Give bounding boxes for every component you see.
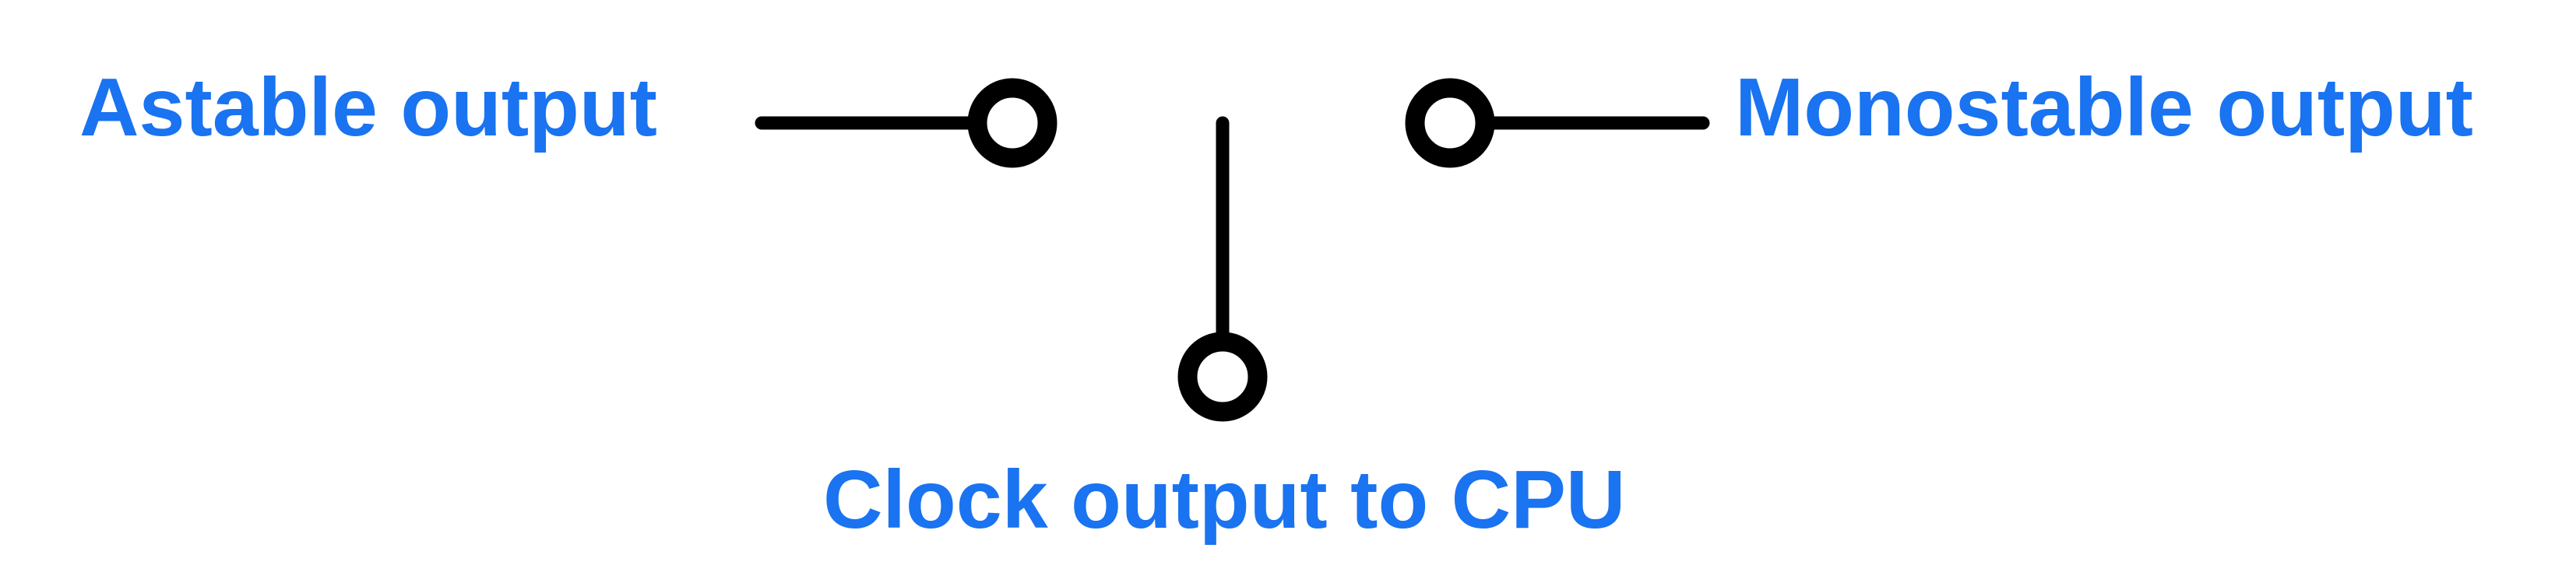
clock-output-label: Clock output to CPU [823,454,1625,546]
clock-terminal-group: Clock output to CPU [823,116,1625,546]
monostable-output-label: Monostable output [1735,61,2473,153]
monostable-terminal [1405,78,1495,168]
astable-terminal-group: Astable output [79,61,1057,168]
monostable-terminal-group: Monostable output [1405,61,2473,168]
astable-output-label: Astable output [79,61,657,153]
clock-terminal [1177,332,1268,422]
astable-terminal [967,78,1057,168]
